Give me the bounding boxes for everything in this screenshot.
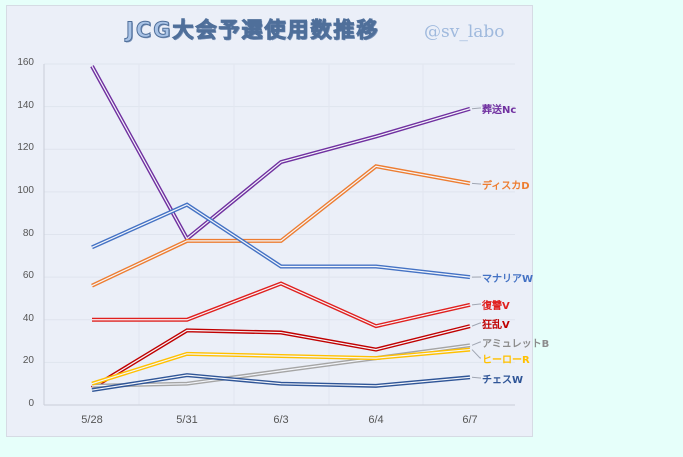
series-label: チェスW <box>482 375 524 386</box>
series-line <box>91 164 471 288</box>
x-tick-label: 5/28 <box>81 414 103 426</box>
series-label: マナリアW <box>482 274 534 285</box>
series-line <box>91 202 471 280</box>
y-tick-label: 60 <box>22 270 34 282</box>
chart-panel <box>6 5 533 437</box>
y-tick-label: 20 <box>22 355 34 367</box>
series-line <box>90 65 471 242</box>
y-tick-label: 160 <box>17 57 34 68</box>
y-tick-label: 120 <box>17 142 34 154</box>
series-label: ディスカD <box>482 181 530 192</box>
y-tick-label: 40 <box>22 312 34 324</box>
series-label: アミュレットB <box>482 339 550 350</box>
x-tick-label: 6/3 <box>273 414 289 426</box>
author-handle: @sv_labo <box>424 22 505 42</box>
chart-title: JCG大会予選使用数推移 <box>125 18 380 43</box>
series-line <box>91 373 471 393</box>
series-label: 狂乱V <box>482 320 510 331</box>
y-tick-label: 0 <box>28 398 34 409</box>
series-label: ヒーローR <box>482 355 530 366</box>
series-label: 葬送Nc <box>482 105 517 116</box>
series-line <box>91 347 471 386</box>
y-tick-label: 80 <box>22 227 34 239</box>
x-tick-label: 6/7 <box>462 414 478 426</box>
series-line <box>92 281 471 329</box>
x-tick-label: 5/31 <box>176 414 198 426</box>
y-tick-label: 140 <box>17 99 34 111</box>
series-line <box>90 324 471 390</box>
y-tick-label: 100 <box>17 184 34 196</box>
series-label: 復讐V <box>482 301 510 312</box>
x-tick-label: 6/4 <box>368 414 384 426</box>
